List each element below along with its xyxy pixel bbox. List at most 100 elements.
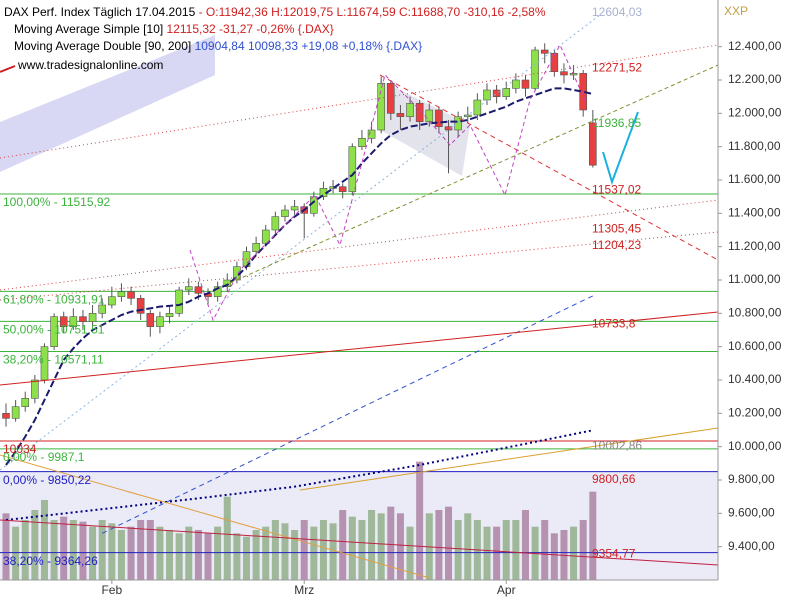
volume-bar xyxy=(204,533,212,580)
volume-bar xyxy=(98,520,106,580)
candle-body xyxy=(290,206,299,211)
candle-body xyxy=(165,313,174,317)
candle-body xyxy=(560,71,568,76)
volume-bar xyxy=(579,520,587,580)
candle-body xyxy=(348,146,357,192)
volume-bar xyxy=(445,506,453,580)
candle-body xyxy=(69,316,78,327)
candle-body xyxy=(108,296,116,306)
quote: - O:11942,36 H:12019,75 L:11674,59 C:116… xyxy=(199,5,546,19)
chart-title: DAX Perf. Index Täglich xyxy=(4,5,132,19)
y-tick-label: 12.400,00 xyxy=(728,39,782,53)
corner-label: XXP xyxy=(724,4,748,18)
candle-body xyxy=(50,316,58,347)
candle-body xyxy=(261,229,270,244)
price-label: 11537,02 xyxy=(592,183,641,197)
candle-body xyxy=(338,186,347,192)
volume-bar xyxy=(223,496,231,580)
volume-bar xyxy=(21,520,29,580)
trend-line xyxy=(299,427,719,491)
volume-bar xyxy=(454,520,462,580)
volume-bar xyxy=(512,520,520,580)
volume-bar xyxy=(502,520,510,580)
candle-body xyxy=(386,83,395,114)
candle-body xyxy=(223,279,232,287)
volume-bar xyxy=(550,533,558,580)
candle-body xyxy=(79,316,87,322)
volume-bar xyxy=(483,526,491,580)
volume-bar xyxy=(300,520,308,580)
candle-body xyxy=(146,313,155,327)
candle-body xyxy=(550,53,559,72)
volume-bar xyxy=(252,530,260,580)
y-tick-label: 9.600,00 xyxy=(728,506,775,520)
volume-bar xyxy=(175,533,183,580)
candle-body xyxy=(512,79,520,89)
volume-bar xyxy=(31,510,39,580)
volume-bar xyxy=(396,513,404,580)
x-tick-label: Feb xyxy=(101,583,122,597)
candle-body xyxy=(31,379,39,399)
volume-bar xyxy=(493,526,501,580)
y-tick-label: 12.000,00 xyxy=(728,106,782,120)
volume-bar xyxy=(348,516,356,580)
candle-body xyxy=(11,406,20,419)
volume-bar xyxy=(406,526,414,580)
volume-bar xyxy=(262,526,270,580)
candle-body xyxy=(184,286,193,291)
y-tick-label: 10.800,00 xyxy=(728,306,782,320)
candle-body xyxy=(156,316,164,327)
legend-entry: Moving Average Double [90, 200] 10904,84… xyxy=(14,39,422,53)
price-label: 11305,45 xyxy=(592,221,641,235)
legend-readout: 10904,84 10098,33 +19,08 +0,18% {.DAX} xyxy=(195,39,423,53)
candle-body xyxy=(473,99,482,116)
volume-bar xyxy=(185,526,193,580)
candle-body xyxy=(2,413,10,419)
y-tick-label: 11.600,00 xyxy=(728,172,781,186)
candle-body xyxy=(136,298,145,314)
candle-body xyxy=(358,138,366,147)
price-label: 11936,85 xyxy=(592,116,641,130)
trend-line xyxy=(0,14,601,471)
overlay: 100,00% - 11515,92 61,80% - 10931,91 50,00… xyxy=(3,5,642,568)
volume-bar xyxy=(146,520,154,580)
channel-band xyxy=(0,35,215,172)
y-tick-label: 10.400,00 xyxy=(728,372,782,386)
candle-body xyxy=(21,398,30,407)
volume-bar xyxy=(117,530,125,580)
candle-body xyxy=(483,89,491,101)
price-label: 9354,77 xyxy=(592,546,636,560)
candle-body xyxy=(377,83,385,131)
volume-bar xyxy=(291,530,299,580)
volume-bar xyxy=(2,513,10,580)
price-label: 12604,03 xyxy=(592,5,642,19)
candle-body xyxy=(329,186,337,189)
legend-entry: Moving Average Simple [10] 12115,32 -31,… xyxy=(14,22,334,36)
volume-bar xyxy=(127,526,135,580)
y-tick-label: 11.000,00 xyxy=(728,272,781,286)
price-label: 9800,66 xyxy=(592,472,636,486)
candle-body xyxy=(531,49,539,89)
volume-bar xyxy=(416,461,424,580)
level-label: 38,20% - 10571,11 xyxy=(3,353,104,367)
projection xyxy=(602,111,639,186)
legend-name: Moving Average Double [90, 200] xyxy=(14,39,191,53)
candle-body xyxy=(540,49,549,54)
candle-body xyxy=(435,109,443,127)
header-line: DAX Perf. Index Täglich 17.04.2015 - O:1… xyxy=(4,5,546,19)
volume-bar xyxy=(310,526,318,580)
trend-lines xyxy=(0,14,719,579)
volume-bar xyxy=(271,520,279,580)
candle-body xyxy=(194,286,203,294)
volume-bar xyxy=(50,520,58,580)
candle-body xyxy=(415,103,424,122)
legend-name: Moving Average Simple [10] xyxy=(14,22,163,36)
volume-bar xyxy=(243,536,250,580)
price-label: 11204,23 xyxy=(592,238,641,252)
volume-bar xyxy=(166,530,174,580)
candle-body xyxy=(406,103,414,117)
level-label: 0,00% - 9987,1 xyxy=(3,450,85,464)
price-label: 12271,52 xyxy=(592,60,642,74)
candle-body xyxy=(213,286,222,297)
